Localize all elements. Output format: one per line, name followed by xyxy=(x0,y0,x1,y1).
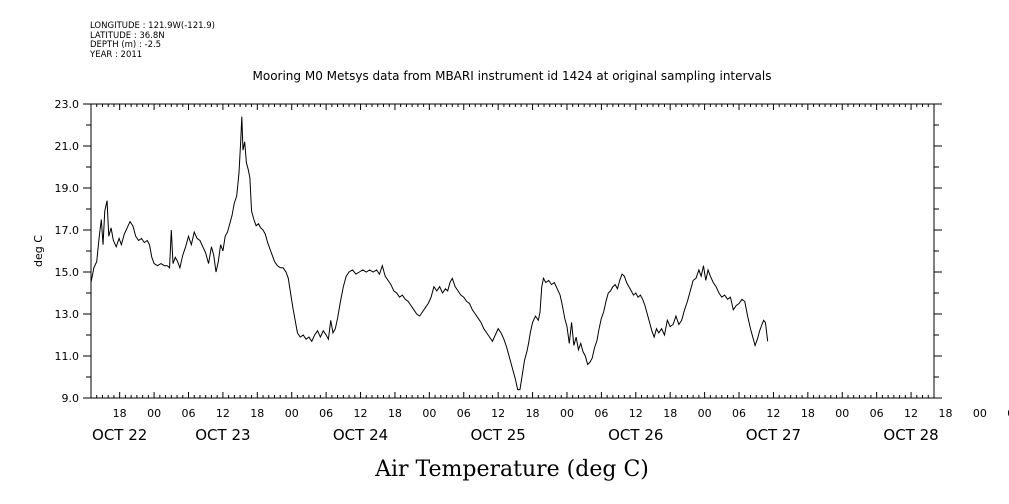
y-tick-label: 15.0 xyxy=(55,266,80,279)
x-axis-label: Air Temperature (deg C) xyxy=(374,457,649,482)
x-hour-label: 12 xyxy=(904,407,918,420)
depth-label: DEPTH (m) : -2.5 xyxy=(90,40,162,50)
x-hour-label: 06 xyxy=(870,407,884,420)
x-hour-label: 00 xyxy=(147,407,161,420)
x-hour-label: 18 xyxy=(526,407,540,420)
y-tick-label: 21.0 xyxy=(55,140,80,153)
metadata-block: LONGITUDE : 121.9W(-121.9) LATITUDE : 36.… xyxy=(90,21,215,60)
x-hour-label: 00 xyxy=(698,407,712,420)
x-tick-labels: 18 00 06 12 18 00 06 12 18 00 06 12 18 00 06 12 18 00 06 12… xyxy=(92,407,1009,444)
x-hour-label: 00 xyxy=(835,407,849,420)
x-hour-label: 06 xyxy=(319,407,333,420)
x-day-label: OCT 22 xyxy=(92,426,147,444)
x-day-label: OCT 28 xyxy=(883,426,938,444)
x-hour-label: 12 xyxy=(766,407,780,420)
x-day-label: OCT 24 xyxy=(333,426,388,444)
x-hour-label: 06 xyxy=(181,407,195,420)
x-day-label: OCT 23 xyxy=(195,426,250,444)
year-label: YEAR : 2011 xyxy=(90,49,143,60)
chart-title: Mooring M0 Metsys data from MBARI instru… xyxy=(253,69,772,83)
x-hour-label: 06 xyxy=(732,407,746,420)
x-hour-label: 12 xyxy=(491,407,505,420)
y-tick-label: 23.0 xyxy=(55,98,80,111)
x-day-label: OCT 25 xyxy=(471,426,526,444)
x-hour-label: 18 xyxy=(113,407,127,420)
plot-frame xyxy=(90,103,935,399)
x-hour-label: 00 xyxy=(285,407,299,420)
x-hour-label: 18 xyxy=(663,407,677,420)
y-tick-label: 9.0 xyxy=(62,392,80,405)
x-day-label: OCT 27 xyxy=(746,426,801,444)
x-hour-label: 06 xyxy=(457,407,471,420)
x-hour-label: 18 xyxy=(938,407,952,420)
x-hour-label: 12 xyxy=(354,407,368,420)
x-hour-label: 12 xyxy=(629,407,643,420)
x-hour-label: 12 xyxy=(216,407,230,420)
x-hour-label: 00 xyxy=(560,407,574,420)
x-hour-label: 18 xyxy=(250,407,264,420)
x-hour-label: 06 xyxy=(594,407,608,420)
series-line xyxy=(90,116,769,391)
y-tick-label: 11.0 xyxy=(55,350,80,363)
y-axis-label: deg C xyxy=(32,235,45,267)
x-hour-label: 06 xyxy=(1007,407,1009,420)
x-day-label: OCT 26 xyxy=(608,426,663,444)
y-tick-label: 19.0 xyxy=(55,182,80,195)
x-hour-label: 00 xyxy=(422,407,436,420)
x-hour-label: 18 xyxy=(388,407,402,420)
latitude-label: LATITUDE : 36.8N xyxy=(90,30,165,41)
x-hour-label: 18 xyxy=(801,407,815,420)
x-hour-label: 00 xyxy=(973,407,987,420)
axis-ticks xyxy=(83,103,942,399)
y-tick-label: 13.0 xyxy=(55,308,80,321)
longitude-label: LONGITUDE : 121.9W(-121.9) xyxy=(90,21,215,31)
y-tick-labels: 9.0 11.0 13.0 15.0 17.0 19.0 21.0 23.0 xyxy=(55,98,80,405)
y-tick-label: 17.0 xyxy=(55,224,80,237)
